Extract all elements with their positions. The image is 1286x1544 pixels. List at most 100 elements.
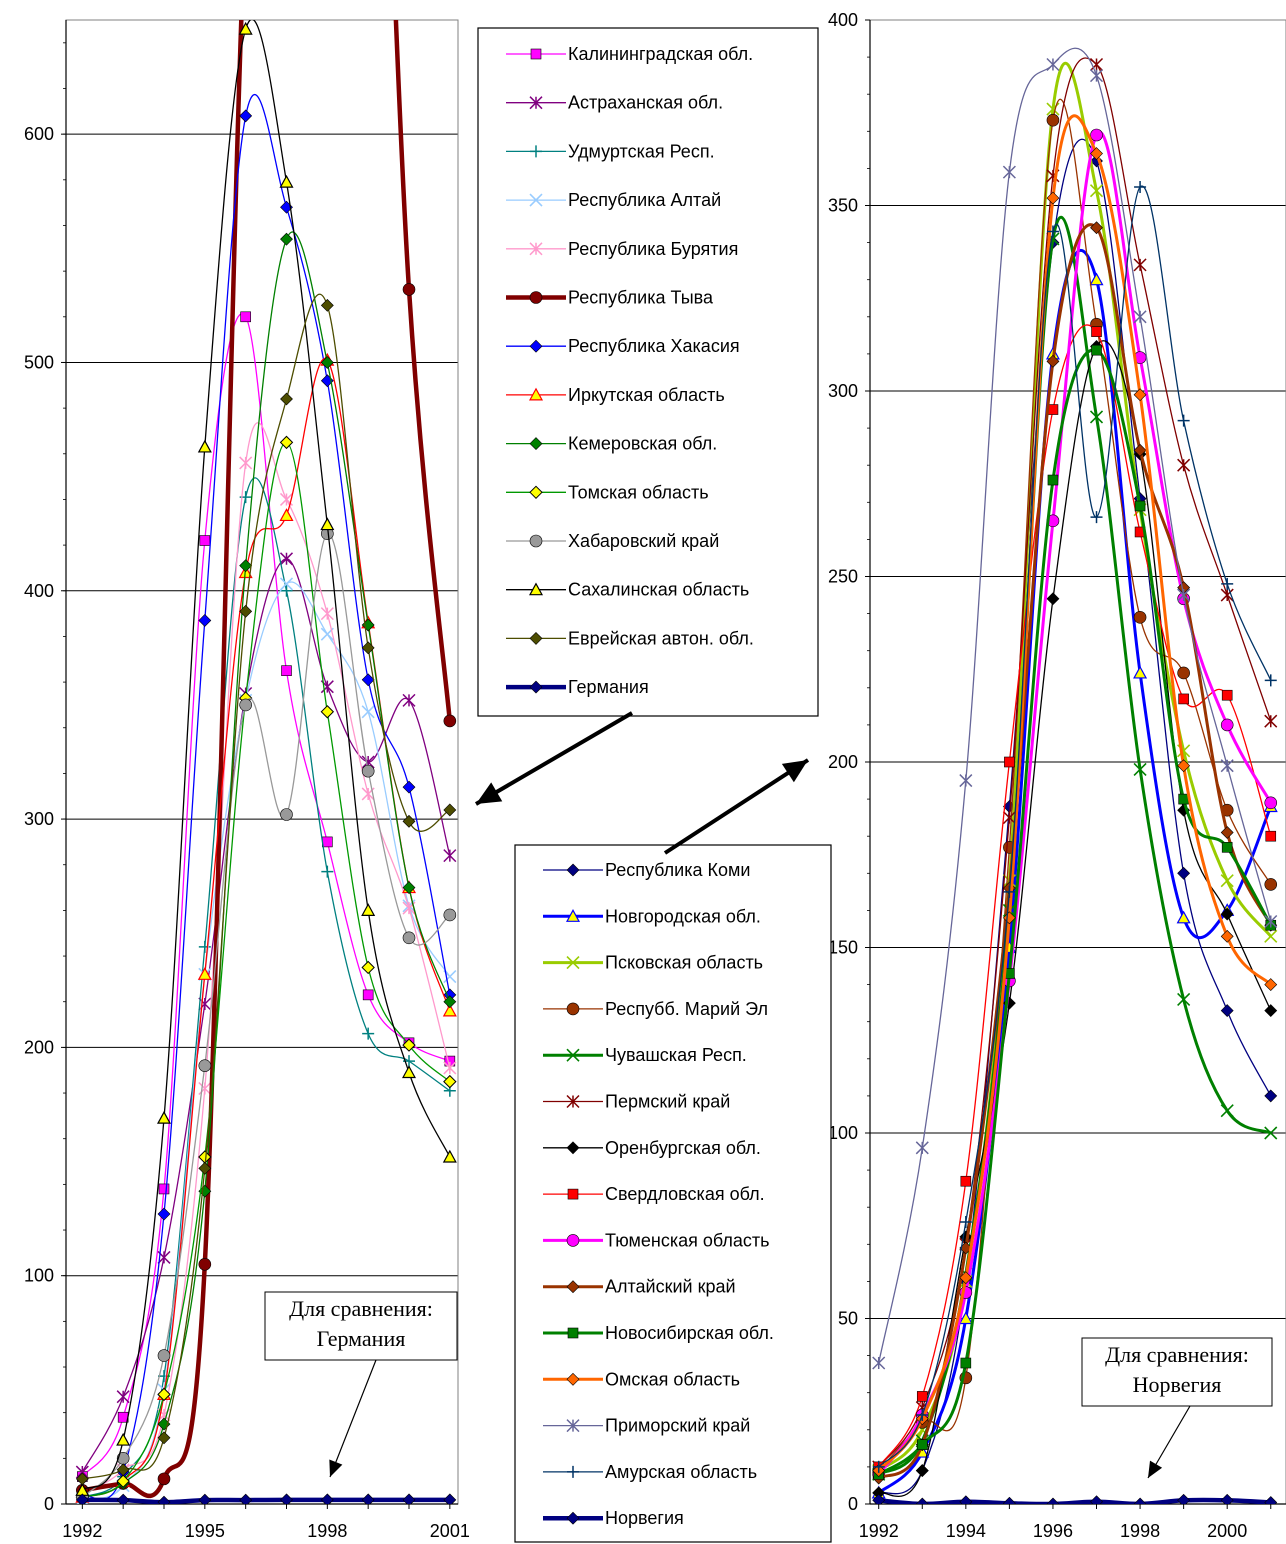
note-arrowhead <box>1148 1460 1163 1478</box>
series-12 <box>872 47 1278 1370</box>
data-point <box>915 1497 929 1504</box>
legend-entry: Германия <box>506 677 649 697</box>
data-point <box>1177 588 1191 602</box>
legend-label: Иркутская область <box>568 385 725 405</box>
legend-entry: Хабаровский край <box>506 531 719 551</box>
data-point <box>1090 221 1103 235</box>
data-point <box>1089 272 1104 286</box>
data-point <box>1133 1497 1147 1504</box>
legend-marker <box>566 1002 580 1016</box>
data-point <box>443 1493 457 1504</box>
left-chart: 0 100 200 300 400 500 600 1992 1995 1998 2001 Калин… <box>24 19 819 1541</box>
series-11 <box>872 114 1278 1478</box>
data-point <box>157 1349 171 1362</box>
data-point <box>1002 165 1016 179</box>
data-point <box>157 1431 171 1445</box>
data-point <box>322 836 333 848</box>
legend-marker <box>529 534 543 548</box>
series-line <box>82 441 451 1498</box>
legend-label: Тюменская область <box>605 1230 770 1250</box>
data-point <box>1133 762 1147 776</box>
x-tick-labels: 1992 1995 1998 2001 <box>62 1504 470 1541</box>
data-point <box>1047 474 1059 486</box>
data-point <box>1134 500 1146 512</box>
data-point <box>1221 689 1233 701</box>
legend-label: Омская область <box>605 1369 740 1389</box>
legend: Калининградская обл. Астраханская обл. Удм… <box>477 27 819 717</box>
data-point <box>239 604 253 618</box>
data-point <box>872 1493 886 1504</box>
data-point <box>198 1161 212 1175</box>
data-point <box>239 698 252 712</box>
data-point <box>872 1460 885 1473</box>
data-point <box>158 1183 170 1195</box>
legend-label: Новгородская обл. <box>605 906 761 926</box>
data-point <box>1220 929 1234 943</box>
series-6 <box>75 94 457 1502</box>
legend-entry: Астраханская обл. <box>506 93 723 113</box>
y-tick-label: 50 <box>838 1309 858 1329</box>
legend-marker <box>529 680 543 694</box>
y-tick-label: 600 <box>24 124 54 144</box>
data-point <box>279 435 294 450</box>
legend-marker <box>566 1048 580 1062</box>
legend: Республика Коми Новгородская обл. Псковска… <box>514 844 832 1543</box>
data-point <box>238 21 253 35</box>
series-line <box>878 1497 1271 1504</box>
data-point <box>320 1493 334 1504</box>
legend-marker <box>566 956 580 970</box>
data-point <box>1264 929 1278 943</box>
data-point <box>1264 1004 1278 1017</box>
data-point <box>1177 458 1191 472</box>
data-point <box>1003 885 1016 898</box>
series-line <box>81 94 451 1501</box>
data-point <box>443 1074 457 1089</box>
legend-label: Псковская область <box>605 953 763 973</box>
legend-entry: Томская область <box>506 482 709 502</box>
data-point <box>1133 443 1147 457</box>
note-box <box>1081 1337 1273 1407</box>
data-point <box>1177 414 1190 427</box>
data-point <box>1133 258 1147 272</box>
data-point <box>1220 718 1234 732</box>
x-tick-label: 1998 <box>307 1521 347 1541</box>
legend-label: Астраханская обл. <box>568 93 723 113</box>
data-point <box>1178 693 1189 705</box>
y-tick-label: 350 <box>828 196 858 216</box>
data-point <box>1220 1493 1234 1504</box>
data-point <box>1046 191 1060 205</box>
legend-label: Еврейская автон. обл. <box>568 628 754 648</box>
data-point <box>199 535 211 546</box>
data-point <box>1134 180 1147 193</box>
legend-marker <box>566 1094 580 1109</box>
data-point <box>239 559 253 573</box>
legend-marker <box>528 387 544 401</box>
data-point <box>1089 410 1104 424</box>
data-point <box>443 908 457 922</box>
data-point <box>1220 874 1234 888</box>
legend-marker <box>529 291 543 304</box>
data-point <box>958 1311 973 1325</box>
data-point <box>1089 184 1104 198</box>
data-point <box>1046 592 1060 606</box>
data-point <box>320 356 334 369</box>
data-point <box>442 1003 457 1017</box>
right-chart: 0 50 100 150 200 250 300 350 400 1992 1994 1996 1998… <box>514 10 1286 1543</box>
data-point <box>198 614 212 627</box>
data-point <box>320 517 335 531</box>
data-point <box>1046 57 1060 72</box>
data-point <box>401 1065 417 1079</box>
series-6 <box>872 340 1278 1500</box>
data-point <box>1264 674 1277 687</box>
data-point <box>915 1464 929 1478</box>
series-line <box>81 20 453 1498</box>
series-line <box>877 130 1273 1476</box>
plot-area-frame <box>65 19 459 1505</box>
legend-entry: Пермский край <box>543 1092 730 1112</box>
data-point <box>116 1474 130 1488</box>
data-point <box>197 439 212 453</box>
series-10 <box>873 344 1277 1480</box>
data-point <box>280 1493 293 1504</box>
series-5 <box>76 20 457 1498</box>
data-point <box>361 960 375 975</box>
